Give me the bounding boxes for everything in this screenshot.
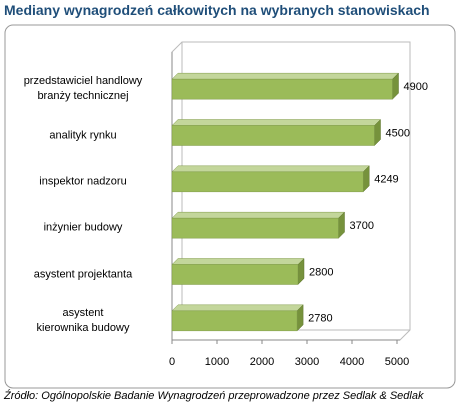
bar-top (171, 304, 304, 312)
value-label: 3700 (350, 220, 374, 232)
x-tick-label: 2000 (250, 356, 274, 368)
bar (171, 304, 304, 332)
x-tick-label: 3000 (295, 356, 319, 368)
bar (171, 257, 305, 286)
bar-top (171, 165, 370, 173)
y-tick-label: asystent kierownika budowy (36, 306, 130, 334)
chart-title: Mediany wynagrodzeń całkowitych na wybra… (4, 2, 430, 18)
value-label: 2800 (309, 266, 333, 278)
bar-top (171, 72, 400, 80)
value-label: 2780 (308, 313, 332, 325)
y-tick-label: inspektor nadzoru (39, 175, 127, 188)
bar-front (171, 217, 339, 239)
source-note: Źródło: Ogólnopolskie Badanie Wynagrodze… (4, 390, 424, 402)
bar (171, 211, 346, 239)
x-tick-label: 4000 (340, 356, 364, 368)
bar (171, 72, 400, 100)
y-tick-label: asystent projektanta (33, 268, 133, 280)
y-tick-label: analityk rynku (49, 129, 117, 141)
x-tick-label: 0 (169, 356, 175, 368)
bar-top (171, 211, 346, 219)
bar (171, 165, 370, 193)
value-label: 4249 (374, 174, 398, 186)
x-tick-label: 5000 (385, 356, 409, 368)
value-label: 4900 (404, 81, 428, 93)
bar (171, 118, 382, 147)
x-tick-label: 1000 (205, 356, 229, 368)
chart-frame (4, 24, 456, 389)
bar-front (171, 310, 298, 332)
bar-front (171, 78, 393, 100)
y-tick-label: przedstawiciel handlowy branży techniczn… (23, 75, 143, 103)
y-tick-label: inżynier budowy (43, 221, 123, 234)
value-label: 4500 (386, 127, 410, 139)
bar-front (171, 125, 375, 146)
bar-top (171, 119, 382, 126)
bar-top (171, 258, 305, 265)
bar-front (171, 264, 299, 285)
bar-front (171, 171, 364, 193)
